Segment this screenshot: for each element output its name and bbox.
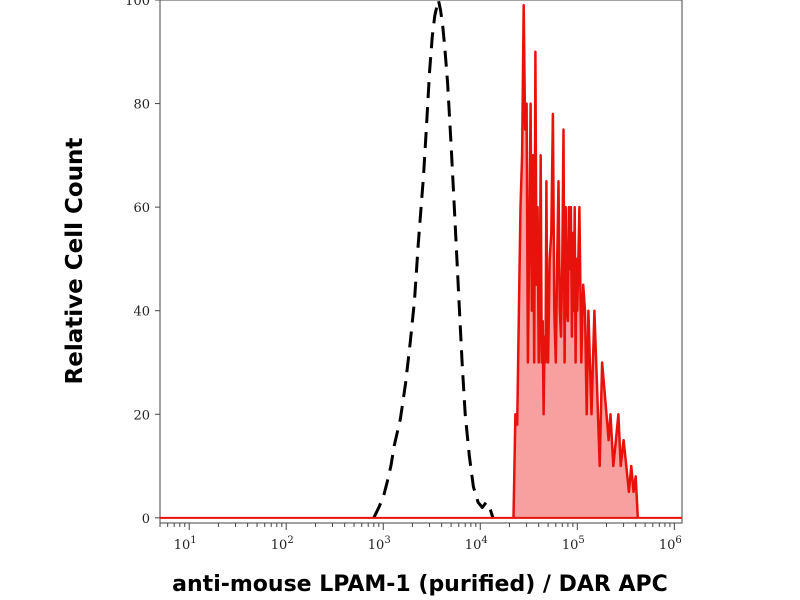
series-1-line (512, 3, 640, 518)
y-axis-title: Relative Cell Count (62, 138, 88, 385)
y-tick-label: 80 (133, 98, 150, 113)
series-0-line (372, 0, 495, 519)
x-axis-title: anti-mouse LPAM-1 (purified) / DAR APC (172, 572, 668, 597)
y-tick-label: 20 (133, 408, 150, 423)
y-tick-label: 40 (133, 305, 150, 320)
x-tick-label: 105 (562, 535, 585, 553)
x-tick-label: 104 (465, 535, 488, 553)
x-tick-label: 106 (659, 535, 682, 553)
y-tick-label: 0 (142, 512, 150, 527)
x-axis-ticks: 101 102 103 104 105 106 (159, 523, 682, 553)
plot-frame (159, 0, 683, 524)
x-tick-label: 102 (271, 535, 294, 553)
y-tick-label: 60 (133, 201, 150, 216)
series-layer (160, 0, 682, 519)
x-tick-label: 103 (368, 535, 391, 553)
y-tick-label: 100 (125, 0, 150, 9)
y-axis-ticks: 0 20 40 60 80 100 (125, 0, 160, 527)
x-tick-label: 101 (174, 535, 197, 553)
